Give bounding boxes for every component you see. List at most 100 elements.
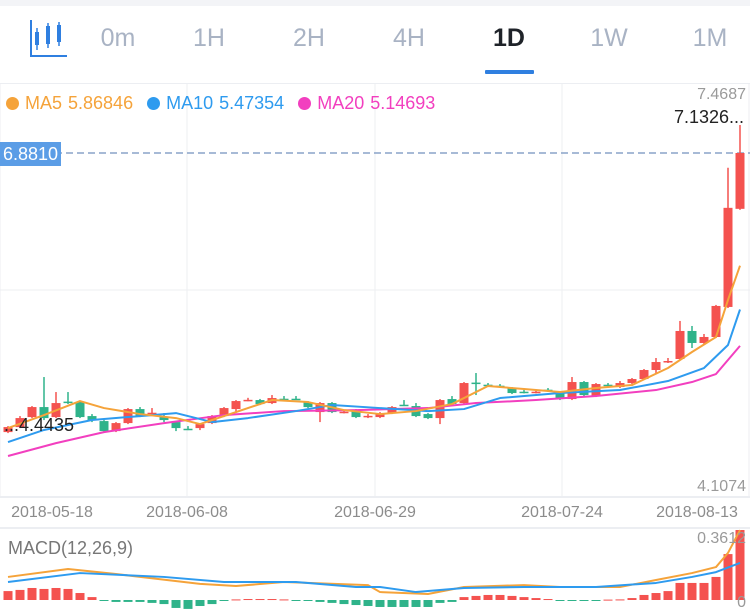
macd-histogram-bar [159, 600, 169, 605]
candle-body [87, 416, 97, 421]
candle-body [279, 398, 289, 401]
macd-histogram-bar [723, 554, 733, 600]
candle-body [435, 400, 445, 419]
tab-0m[interactable]: 0m [100, 24, 136, 52]
macd-histogram-bar [507, 595, 517, 600]
macd-histogram-bar [339, 600, 349, 605]
macd-histogram-bar [327, 600, 337, 603]
candle-body [303, 402, 313, 408]
candle-body [507, 388, 517, 394]
tab-4h[interactable]: 4H [393, 24, 425, 52]
macd-histogram-bar [75, 593, 85, 600]
ma5-dot-icon [6, 97, 19, 110]
macd-histogram-bar [531, 598, 541, 600]
macd-histogram-bar [315, 600, 325, 602]
top-band [0, 0, 750, 6]
candle-body [423, 414, 433, 419]
tab-1m[interactable]: 1M [692, 24, 728, 52]
macd-dea-line [7, 562, 741, 594]
candle-body [135, 409, 145, 417]
tab-1d[interactable]: 1D [493, 24, 525, 52]
candle-body [15, 418, 25, 428]
candle-body [3, 427, 13, 433]
macd-histogram-bar [243, 599, 253, 601]
candle-body [255, 400, 265, 405]
macd-histogram-bar [51, 587, 61, 600]
macd-histogram-bar [423, 600, 433, 607]
legend-ma10: MA10 5.47354 [147, 93, 284, 114]
legend-ma20: MA20 5.14693 [298, 93, 435, 114]
macd-histogram-bar [411, 600, 421, 607]
tab-1w[interactable]: 1W [590, 24, 628, 52]
macd-histogram-bar [39, 588, 49, 600]
candlestick-chart-icon[interactable] [27, 18, 69, 60]
macd-histogram-bar [519, 597, 529, 600]
macd-histogram-bar [387, 600, 397, 607]
interval-tabs: 0m 1H 2H 4H 1D 1W 1M [0, 6, 750, 82]
divider [0, 83, 750, 84]
macd-histogram-bar [639, 594, 649, 600]
macd-histogram-bar [111, 600, 121, 602]
candle-body [99, 421, 109, 432]
ma20-dot-icon [298, 97, 312, 110]
candle-body [555, 393, 565, 400]
ma5-line [7, 265, 741, 430]
candle-body [219, 408, 229, 417]
macd-histogram-bar [627, 598, 637, 600]
candle-body [627, 379, 637, 384]
candle-body [75, 402, 85, 418]
candle-body [231, 401, 241, 410]
macd-histogram-bar [195, 600, 205, 607]
candle-body [351, 410, 361, 418]
candle-body [111, 423, 121, 432]
ma5-value: 5.86846 [68, 93, 134, 113]
candle-body [27, 407, 37, 418]
highest-price-marker: 7.1326... [673, 107, 744, 127]
ma10-dot-icon [147, 97, 161, 110]
candle-body [159, 417, 169, 421]
candle-body [375, 413, 385, 418]
macd-histogram-bar [579, 600, 589, 601]
macd-histogram-bar [147, 600, 157, 603]
candle-body [651, 362, 661, 371]
macd-histogram-bar [27, 587, 37, 600]
x-tick-label: 2018-05-18 [11, 504, 93, 521]
macd-histogram-bar [543, 599, 553, 601]
tab-2h[interactable]: 2H [293, 24, 325, 52]
candle-body [339, 411, 349, 414]
active-tab-indicator [485, 70, 534, 74]
macd-histogram-bar [99, 600, 109, 601]
macd-histogram-bar [267, 599, 277, 601]
macd-zero-label: 0 [737, 594, 746, 611]
ma20-value: 5.14693 [370, 93, 436, 113]
legend-ma5: MA5 5.86846 [6, 93, 133, 114]
macd-histogram-bar [711, 576, 721, 600]
macd-histogram-bar [459, 597, 469, 600]
candle-body [459, 383, 469, 404]
tab-1h[interactable]: 1H [193, 24, 225, 52]
macd-histogram-bar [435, 600, 445, 603]
ma20-label: MA20 [317, 93, 365, 113]
macd-histogram-bar [615, 599, 625, 601]
macd-histogram-bar [123, 600, 133, 602]
candle-body [531, 391, 541, 394]
y-axis-min-label: 4.1074 [697, 478, 746, 495]
y-axis-max-label: 7.4687 [697, 86, 746, 103]
ma5-label: MA5 [25, 93, 63, 113]
x-tick-label: 2018-07-24 [521, 504, 603, 521]
macd-histogram-bar [687, 582, 697, 600]
macd-histogram-bar [63, 588, 73, 600]
macd-histogram-bar [375, 600, 385, 607]
macd-histogram-bar [87, 597, 97, 600]
current-price-label: 6.8810 [0, 142, 62, 166]
macd-histogram-bar [651, 593, 661, 600]
ma10-line [7, 309, 741, 444]
macd-histogram-bar [603, 599, 613, 601]
candle-body [735, 153, 745, 209]
macd-histogram-bar [735, 530, 745, 600]
macd-histogram-bar [495, 594, 505, 600]
lowest-price-marker: ...4.4435 [4, 415, 75, 435]
macd-histogram-bar [3, 591, 13, 600]
candle-body [195, 424, 205, 429]
